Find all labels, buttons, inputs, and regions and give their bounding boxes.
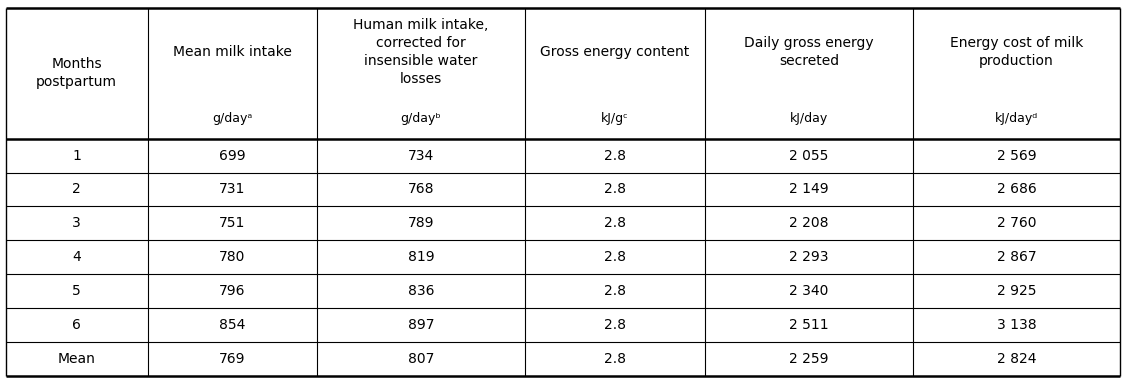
Text: 2: 2 (72, 182, 81, 197)
Text: 2 824: 2 824 (997, 353, 1036, 366)
Text: 2 293: 2 293 (789, 250, 829, 265)
Text: 2.8: 2.8 (604, 217, 626, 230)
Text: Gross energy content: Gross energy content (540, 45, 689, 59)
Text: 2.8: 2.8 (604, 318, 626, 333)
Text: 2 259: 2 259 (789, 353, 829, 366)
Text: 2 149: 2 149 (789, 182, 829, 197)
Text: 2.8: 2.8 (604, 353, 626, 366)
Text: 3: 3 (72, 217, 81, 230)
Text: Months
postpartum: Months postpartum (36, 57, 117, 89)
Text: g/dayᵃ: g/dayᵃ (213, 112, 252, 125)
Text: 2 867: 2 867 (997, 250, 1036, 265)
Text: 2 760: 2 760 (997, 217, 1036, 230)
Text: 2 208: 2 208 (789, 217, 829, 230)
Text: 769: 769 (220, 353, 245, 366)
Text: 789: 789 (408, 217, 435, 230)
Text: 2 340: 2 340 (789, 285, 829, 298)
Text: 2 055: 2 055 (789, 149, 829, 162)
Text: 819: 819 (408, 250, 435, 265)
Text: kJ/gᶜ: kJ/gᶜ (601, 112, 628, 125)
Text: 1: 1 (72, 149, 81, 162)
Text: 854: 854 (220, 318, 245, 333)
Text: Mean milk intake: Mean milk intake (173, 45, 292, 59)
Text: 897: 897 (408, 318, 435, 333)
Text: kJ/day: kJ/day (789, 112, 828, 125)
Text: 5: 5 (72, 285, 81, 298)
Text: 2.8: 2.8 (604, 149, 626, 162)
Text: 768: 768 (408, 182, 435, 197)
Text: 751: 751 (220, 217, 245, 230)
Text: Human milk intake,
corrected for
insensible water
losses: Human milk intake, corrected for insensi… (354, 18, 489, 86)
Text: 796: 796 (220, 285, 245, 298)
Text: 2 569: 2 569 (997, 149, 1036, 162)
Text: 2 925: 2 925 (997, 285, 1036, 298)
Text: 699: 699 (220, 149, 245, 162)
Text: Daily gross energy
secreted: Daily gross energy secreted (744, 36, 874, 68)
Text: Mean: Mean (57, 353, 96, 366)
Text: 6: 6 (72, 318, 81, 333)
Text: 2.8: 2.8 (604, 182, 626, 197)
Text: 836: 836 (408, 285, 435, 298)
Text: 807: 807 (408, 353, 435, 366)
Text: 3 138: 3 138 (997, 318, 1036, 333)
Text: 734: 734 (408, 149, 434, 162)
Text: 2.8: 2.8 (604, 285, 626, 298)
Text: Energy cost of milk
production: Energy cost of milk production (950, 36, 1083, 68)
Text: 4: 4 (72, 250, 81, 265)
Text: 2.8: 2.8 (604, 250, 626, 265)
Text: 780: 780 (220, 250, 245, 265)
Text: g/dayᵇ: g/dayᵇ (401, 112, 441, 125)
Text: 731: 731 (220, 182, 245, 197)
Text: 2 686: 2 686 (997, 182, 1036, 197)
Text: 2 511: 2 511 (789, 318, 829, 333)
Text: kJ/dayᵈ: kJ/dayᵈ (995, 112, 1038, 125)
